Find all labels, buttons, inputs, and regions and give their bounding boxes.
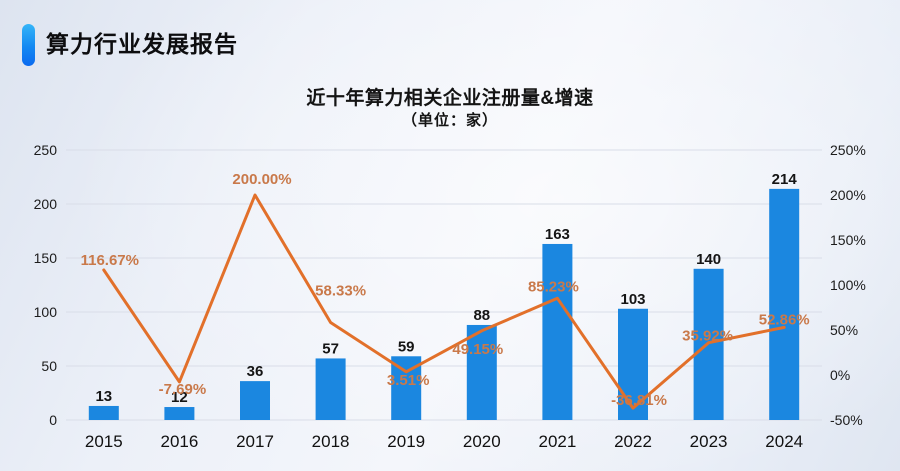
- y-axis-left-tick-label: 50: [41, 358, 57, 374]
- x-axis-year-label: 2019: [387, 432, 425, 451]
- y-axis-left-tick-label: 250: [34, 142, 58, 158]
- growth-rate-label: 49.15%: [452, 341, 503, 358]
- bar-value-label: 59: [398, 338, 415, 355]
- registration-bar-2020: [466, 324, 497, 420]
- page-header: 算力行业发展报告: [22, 24, 238, 66]
- growth-rate-label: -7.69%: [159, 381, 207, 398]
- bar-value-label: 36: [247, 363, 264, 380]
- y-axis-left-tick-label: 200: [34, 196, 58, 212]
- growth-rate-label: 116.67%: [81, 252, 139, 269]
- bar-value-label: 13: [95, 388, 112, 405]
- y-axis-left-tick-label: 150: [34, 250, 58, 266]
- bar-value-label: 140: [696, 251, 721, 268]
- y-axis-left-tick-label: 0: [49, 412, 57, 428]
- bar-value-label: 88: [473, 307, 490, 324]
- y-axis-right-tick-label: -50%: [830, 412, 863, 428]
- x-axis-year-label: 2024: [765, 432, 803, 451]
- x-axis-year-label: 2015: [85, 432, 123, 451]
- y-axis-right-tick-label: 100%: [830, 277, 866, 293]
- growth-rate-label: 200.00%: [232, 171, 291, 188]
- growth-rate-label: -36.81%: [611, 392, 667, 409]
- bar-value-label: 103: [620, 291, 645, 308]
- y-axis-left-tick-label: 100: [34, 304, 58, 320]
- x-axis-year-label: 2023: [690, 432, 728, 451]
- chart-title: 近十年算力相关企业注册量&增速: [306, 88, 594, 109]
- y-axis-right-tick-label: 250%: [830, 142, 866, 158]
- x-axis-year-label: 2016: [160, 432, 198, 451]
- y-axis-right-tick-label: 0%: [830, 367, 850, 383]
- growth-rate-line: [102, 193, 786, 410]
- registration-bar-2022: [618, 308, 648, 420]
- growth-rate-label: 58.33%: [315, 283, 366, 300]
- growth-rate-label: 52.86%: [759, 311, 810, 328]
- page-title: 算力行业发展报告: [46, 31, 238, 58]
- registration-bar-2018: [315, 358, 346, 420]
- x-axis-year-label: 2022: [614, 432, 652, 451]
- bar-value-label: 163: [545, 226, 570, 243]
- growth-rate-label: 3.51%: [387, 372, 430, 389]
- y-axis-right-tick-label: 50%: [830, 322, 858, 338]
- x-axis-year-label: 2021: [538, 432, 576, 451]
- bar-value-label: 12: [171, 389, 188, 406]
- registration-bar-2016: [164, 407, 195, 420]
- header-accent-bar-icon: [22, 24, 35, 66]
- y-axis-right-tick-label: 150%: [830, 232, 866, 248]
- bar-value-label: 57: [322, 340, 339, 357]
- x-axis-year-label: 2020: [463, 432, 501, 451]
- registration-bar-2015: [88, 405, 119, 420]
- growth-rate-label: 35.92%: [682, 328, 733, 345]
- registration-bar-2021: [542, 243, 573, 420]
- x-axis-year-label: 2017: [236, 432, 274, 451]
- growth-rate-label: 85.23%: [528, 278, 579, 295]
- registration-bar-2024: [769, 188, 800, 420]
- bar-value-label: 214: [772, 171, 798, 188]
- chart-subtitle: （单位：家）: [401, 112, 498, 129]
- x-axis-year-label: 2018: [312, 432, 350, 451]
- y-axis-right-tick-label: 200%: [830, 187, 866, 203]
- registration-bar-2017: [240, 381, 270, 420]
